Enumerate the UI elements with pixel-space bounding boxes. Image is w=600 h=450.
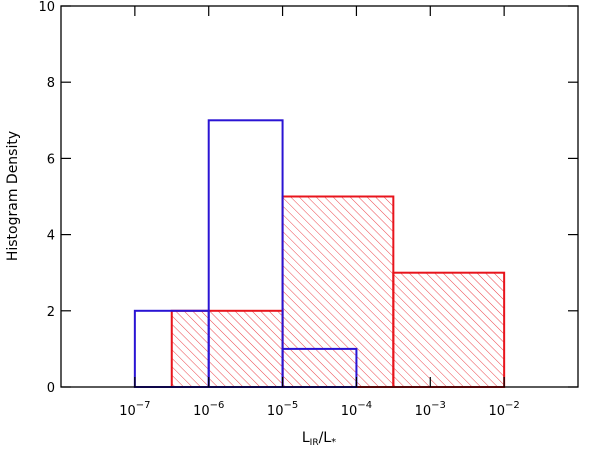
x-tick-label: 10−4 — [341, 400, 372, 419]
y-tick-label: 6 — [47, 152, 55, 167]
x-tick-label: 10−5 — [267, 400, 298, 419]
y-tick-label: 4 — [47, 229, 55, 244]
histogram-bar — [392, 271, 506, 389]
histogram-bar — [281, 195, 395, 388]
y-tick-label: 0 — [47, 381, 55, 396]
y-tick-label: 8 — [47, 76, 55, 91]
x-axis-label-slash: /L — [319, 430, 332, 446]
histogram-bar — [170, 309, 284, 388]
y-axis-label: Histogram Density — [5, 131, 21, 261]
x-axis-label-sub-star: * — [331, 437, 336, 448]
x-axis-label-main: L — [302, 430, 310, 446]
series-0 — [170, 195, 506, 389]
x-axis-label-sub-ir: IR — [310, 438, 319, 448]
x-axis: 10−7 10−6 10−5 10−4 10−3 10−2 — [119, 6, 520, 419]
y-axis: 0 2 4 6 8 10 — [38, 0, 578, 396]
x-tick-label: 10−6 — [193, 400, 224, 419]
plot-frame — [60, 5, 579, 388]
x-tick-label: 10−7 — [119, 400, 150, 419]
y-tick-label: 10 — [38, 0, 55, 15]
bars-layer — [133, 119, 506, 389]
x-axis-label: LIR/L* — [302, 430, 336, 448]
x-tick-label: 10−3 — [415, 400, 446, 419]
x-tick-label: 10−2 — [488, 400, 519, 419]
y-tick-label: 2 — [47, 305, 55, 320]
